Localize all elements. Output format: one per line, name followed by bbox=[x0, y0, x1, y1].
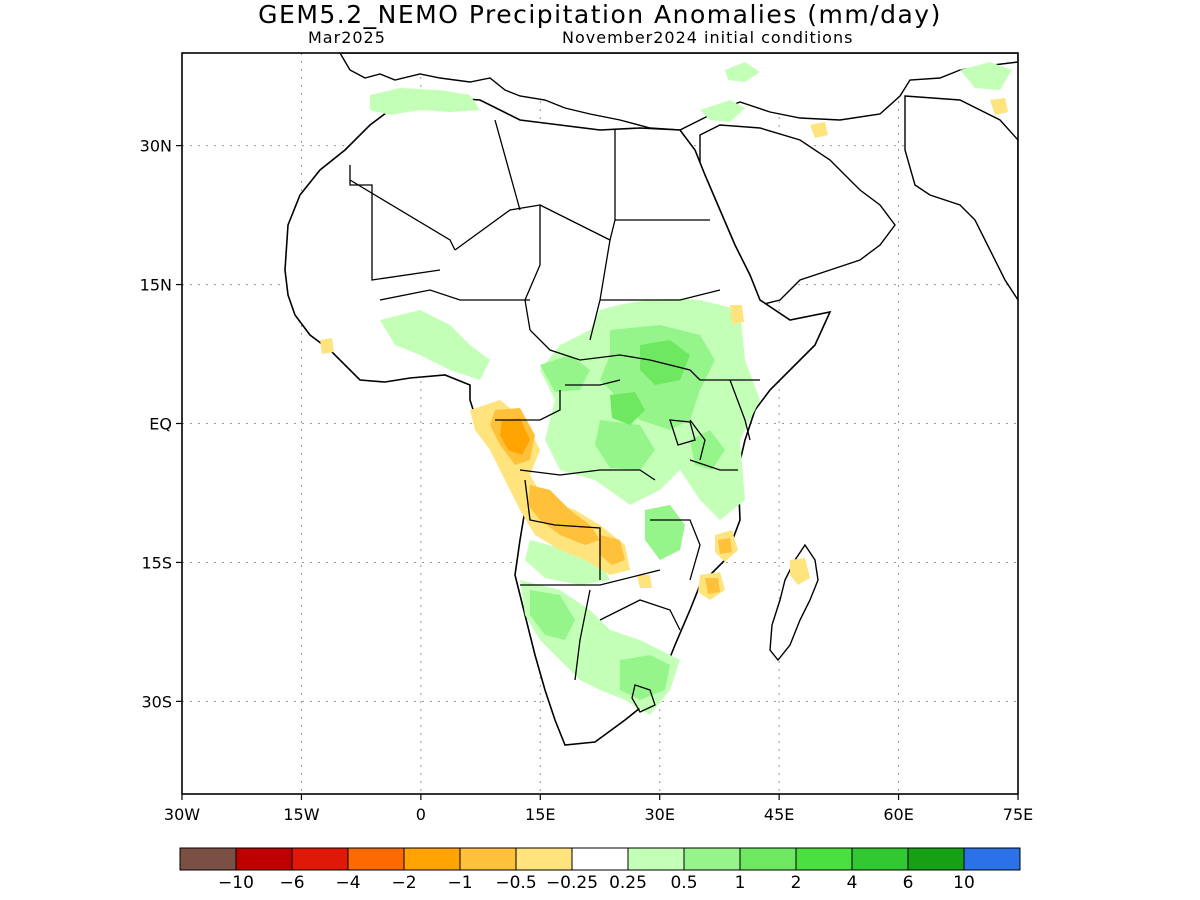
x-tick-label: 60E bbox=[883, 805, 913, 824]
colorbar-swatch bbox=[851, 847, 909, 871]
colorbar-swatch bbox=[795, 847, 853, 871]
x-tick-label: 30E bbox=[644, 805, 674, 824]
colorbar-label: 0.25 bbox=[609, 873, 647, 893]
colorbar-label: −4 bbox=[335, 873, 360, 893]
y-tick-label: 15S bbox=[141, 553, 172, 572]
colorbar-label: 1 bbox=[735, 873, 746, 893]
colorbar-label: −1 bbox=[447, 873, 472, 893]
anomaly-fields bbox=[284, 53, 1018, 746]
y-tick-label: EQ bbox=[149, 415, 172, 434]
x-tick-label: 15W bbox=[283, 805, 319, 824]
initial-conditions-label: November2024 initial conditions bbox=[562, 28, 854, 47]
y-tick-label: 30S bbox=[141, 692, 172, 711]
colorbar-swatch bbox=[571, 847, 629, 871]
colorbar: −10 −6 −4 −2 −1 −0.5 −0.25 0.25 0.5 1 2 4 6 10 bbox=[179, 847, 1021, 893]
colorbar-swatch bbox=[683, 847, 741, 871]
colorbar-swatch bbox=[347, 847, 405, 871]
colorbar-swatch bbox=[515, 847, 573, 871]
longitude-axis: 30W 15W 0 15E 30E 45E 60E 75E bbox=[164, 794, 1033, 824]
colorbar-swatch bbox=[235, 847, 293, 871]
map-title: GEM5.2_NEMO Precipitation Anomalies (mm/… bbox=[258, 0, 942, 29]
colorbar-label: −2 bbox=[391, 873, 416, 893]
colorbar-label: −6 bbox=[279, 873, 304, 893]
colorbar-label: 6 bbox=[903, 873, 914, 893]
x-tick-label: 75E bbox=[1003, 805, 1033, 824]
y-tick-label: 15N bbox=[140, 276, 172, 295]
colorbar-swatch bbox=[291, 847, 349, 871]
latitude-axis: 30N 15N EQ 15S 30S bbox=[140, 137, 182, 711]
x-tick-label: 45E bbox=[764, 805, 794, 824]
colorbar-label: −10 bbox=[218, 873, 254, 893]
colorbar-label: −0.5 bbox=[495, 873, 536, 893]
colorbar-swatch bbox=[907, 847, 965, 871]
colorbar-swatch bbox=[179, 847, 237, 871]
colorbar-swatch bbox=[459, 847, 517, 871]
valid-month-label: Mar2025 bbox=[308, 28, 386, 47]
colorbar-swatch bbox=[963, 847, 1021, 871]
x-tick-label: 15E bbox=[525, 805, 555, 824]
x-tick-label: 0 bbox=[416, 805, 426, 824]
colorbar-swatch bbox=[739, 847, 797, 871]
colorbar-label: 2 bbox=[791, 873, 802, 893]
colorbar-label: −0.25 bbox=[546, 873, 598, 893]
colorbar-swatch bbox=[403, 847, 461, 871]
y-tick-label: 30N bbox=[140, 137, 172, 156]
colorbar-swatch bbox=[627, 847, 685, 871]
colorbar-label: 10 bbox=[953, 873, 975, 893]
x-tick-label: 30W bbox=[164, 805, 200, 824]
colorbar-label: 4 bbox=[847, 873, 858, 893]
colorbar-label: 0.5 bbox=[670, 873, 697, 893]
